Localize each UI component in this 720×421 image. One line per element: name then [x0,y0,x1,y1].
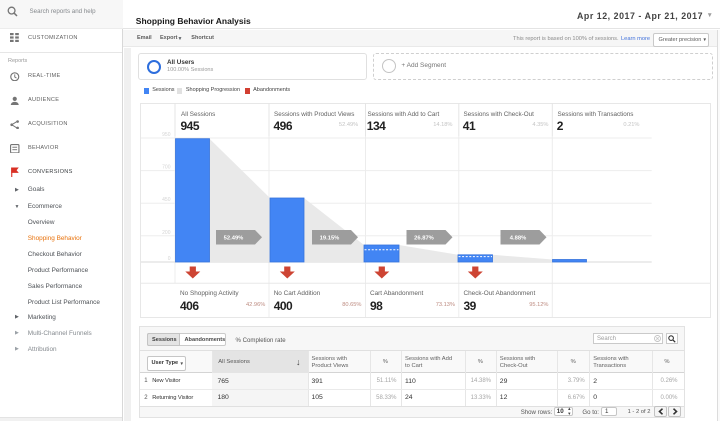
svg-text:19.15%: 19.15% [320,236,340,242]
svg-text:200: 200 [162,230,171,236]
svg-text:700: 700 [162,165,171,171]
svg-text:0: 0 [168,256,171,262]
svg-text:4.88%: 4.88% [510,236,526,242]
svg-text:950: 950 [162,132,171,138]
svg-text:450: 450 [162,197,171,203]
svg-text:52.49%: 52.49% [224,236,244,242]
svg-text:26.87%: 26.87% [414,236,434,242]
